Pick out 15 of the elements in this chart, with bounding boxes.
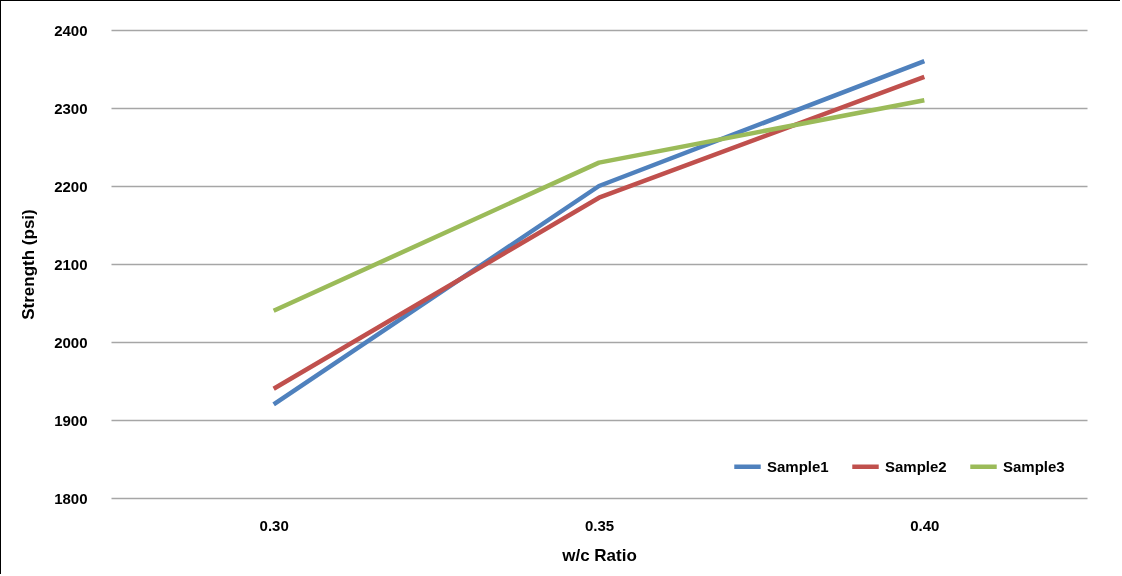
x-tick-label: 0.30 (259, 516, 289, 534)
y-tick-label: 2400 (54, 21, 88, 39)
y-tick-label: 2200 (54, 177, 88, 195)
y-tick-label: 2000 (54, 333, 88, 351)
y-tick-label: 2100 (54, 255, 88, 273)
x-tick-label: 0.40 (910, 516, 940, 534)
legend-label: Sample1 (767, 457, 829, 475)
y-tick-label: 1900 (54, 411, 88, 429)
y-tick-label: 1800 (54, 489, 88, 507)
legend-label: Sample3 (1003, 457, 1065, 475)
x-tick-label: 0.35 (584, 516, 615, 534)
y-tick-label: 2300 (54, 99, 88, 117)
y-axis-title: Strength (psi) (19, 209, 39, 320)
legend-label: Sample2 (885, 457, 947, 475)
x-axis-title: w/c Ratio (561, 545, 637, 565)
